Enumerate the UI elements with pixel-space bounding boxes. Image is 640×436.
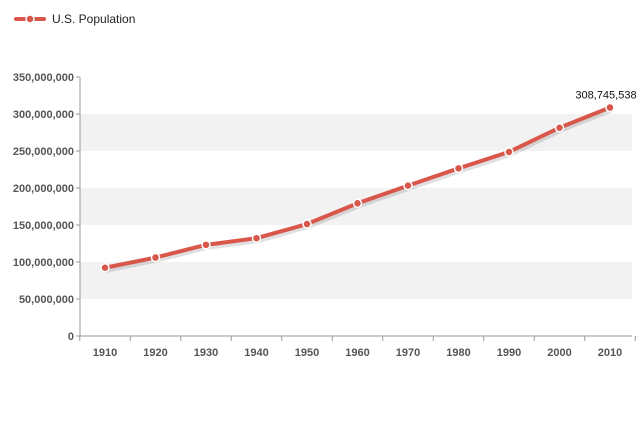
data-point-1910[interactable] [100,263,110,273]
data-point-1970[interactable] [403,180,413,191]
data-label-2010: 308,745,538 [575,90,636,102]
legend-swatch-marker [25,14,35,24]
annotations: 308,745,538 [575,90,636,102]
x-tick-label: 1940 [244,347,268,359]
y-tick-label: 250,000,000 [13,146,74,158]
data-point-1930[interactable] [201,240,211,250]
data-point-1950[interactable] [302,219,312,229]
x-tick-label: 1960 [345,347,369,359]
y-tick-label: 350,000,000 [13,72,74,84]
data-point-2000[interactable] [554,122,565,133]
x-tick-label: 1980 [446,347,470,359]
legend-label: U.S. Population [52,12,135,26]
y-tick-label: 300,000,000 [13,109,74,121]
data-point-1920[interactable] [150,252,161,263]
x-tick-label: 2000 [547,347,571,359]
x-tick-label: 1950 [295,347,319,359]
x-axis-ticks: 1910 1920 1930 1940 1950 1960 1970 1980 1990 2000… [79,336,636,359]
data-point-1990[interactable] [504,147,514,157]
data-point-1980[interactable] [453,163,464,174]
y-axis-ticks: 0 50,000,000 100,000,000 150,000,000 200,000… [13,72,80,343]
x-tick-label: 2010 [598,347,622,359]
grid-band [80,262,632,299]
y-tick-label: 50,000,000 [19,294,74,306]
x-tick-label: 1970 [396,347,420,359]
data-point-2010[interactable] [605,102,615,113]
x-tick-label: 1910 [93,347,117,359]
x-tick-label: 1930 [194,347,218,359]
legend[interactable]: U.S. Population [14,12,135,26]
y-tick-label: 0 [68,331,74,343]
data-point-1960[interactable] [352,198,363,209]
y-tick-label: 100,000,000 [13,257,74,269]
grid-band [80,114,632,151]
y-tick-label: 200,000,000 [13,183,74,195]
data-point-1940[interactable] [251,233,262,243]
x-tick-label: 1990 [497,347,521,359]
axes [79,77,632,337]
series-layer [100,102,615,273]
x-tick-label: 1920 [143,347,167,359]
y-tick-label: 150,000,000 [13,220,74,232]
